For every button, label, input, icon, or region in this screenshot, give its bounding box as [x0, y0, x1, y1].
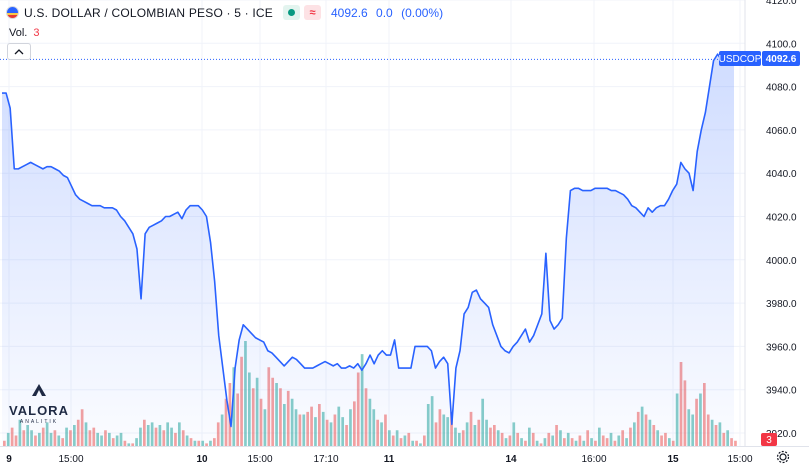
collapse-legend-button[interactable] — [7, 43, 31, 60]
y-tick-label: 4060.0 — [766, 126, 797, 137]
y-tick-label: 4120.0 — [766, 0, 797, 7]
change-value: 0.0 — [376, 5, 393, 20]
eye-toggle-icon[interactable] — [283, 5, 300, 20]
x-tick-label: 15:00 — [247, 454, 272, 465]
logo-subtitle: ANALITIK — [19, 419, 59, 425]
price-area-fill — [2, 54, 734, 446]
valora-logo: VALORA ANALITIK — [8, 382, 70, 425]
symbol-title[interactable]: U.S. DOLLAR / COLOMBIAN PESO · 5 · ICE — [24, 5, 273, 20]
logo-mark-icon — [32, 384, 46, 396]
y-tick-label: 4020.0 — [766, 213, 797, 224]
price-tag: USDCOP 4092.6 — [719, 51, 800, 66]
volume-tag: 3 — [761, 433, 777, 446]
y-tick-label: 3920.0 — [766, 429, 797, 440]
volume-tag-value: 3 — [766, 435, 772, 446]
x-tick-label: 9 — [6, 454, 12, 465]
y-tick-label: 3980.0 — [766, 299, 797, 310]
logo-name: VALORA — [9, 403, 69, 418]
usd-cop-flag-icon — [6, 6, 19, 19]
y-tick-label: 4080.0 — [766, 83, 797, 94]
x-tick-label: 11 — [384, 454, 395, 465]
y-tick-label: 3940.0 — [766, 386, 797, 397]
price-line — [2, 53, 735, 428]
x-tick-label: 15:00 — [727, 454, 752, 465]
y-tick-label: 4100.0 — [766, 39, 797, 50]
x-tick-label: 15 — [667, 454, 679, 465]
symbol-legend: U.S. DOLLAR / COLOMBIAN PESO · 5 · ICE ≈… — [6, 5, 448, 20]
volume-label: Vol. — [9, 27, 28, 39]
chevron-up-icon — [14, 48, 24, 54]
volume-bar — [734, 440, 737, 446]
x-tick-label: 17:10 — [313, 454, 338, 465]
price-tag-symbol-bg — [719, 51, 761, 66]
x-tick-label: 10 — [196, 454, 208, 465]
approx-button[interactable]: ≈ — [304, 5, 321, 20]
x-tick-label: 15:00 — [58, 454, 83, 465]
change-percent: (0.00%) — [401, 5, 444, 20]
ohlc-values: 4092.6 0.0 (0.00%) — [331, 6, 448, 20]
volume-legend: Vol. 3 — [9, 27, 39, 39]
x-tick-label: 16:00 — [581, 454, 606, 465]
price-axis[interactable]: 3920.0 3940.0 3960.0 3980.0 4000.0 4020.0 4040… — [766, 0, 797, 440]
price-tag-value-bg — [762, 51, 800, 66]
time-axis[interactable]: 9 15:00 10 15:00 17:10 11 14 16:00 15 15:00 — [6, 454, 753, 465]
y-tick-label: 4000.0 — [766, 256, 797, 267]
price-tag-symbol: USDCOP — [719, 54, 762, 65]
x-tick-label: 14 — [505, 454, 517, 465]
last-value: 4092.6 — [331, 5, 368, 20]
volume-tag-bg — [761, 433, 777, 446]
settings-gear-icon[interactable] — [776, 450, 790, 464]
volume-value: 3 — [33, 27, 40, 39]
price-tag-value: 4092.6 — [766, 54, 797, 65]
y-tick-label: 3960.0 — [766, 342, 797, 353]
y-tick-label: 4040.0 — [766, 169, 797, 180]
